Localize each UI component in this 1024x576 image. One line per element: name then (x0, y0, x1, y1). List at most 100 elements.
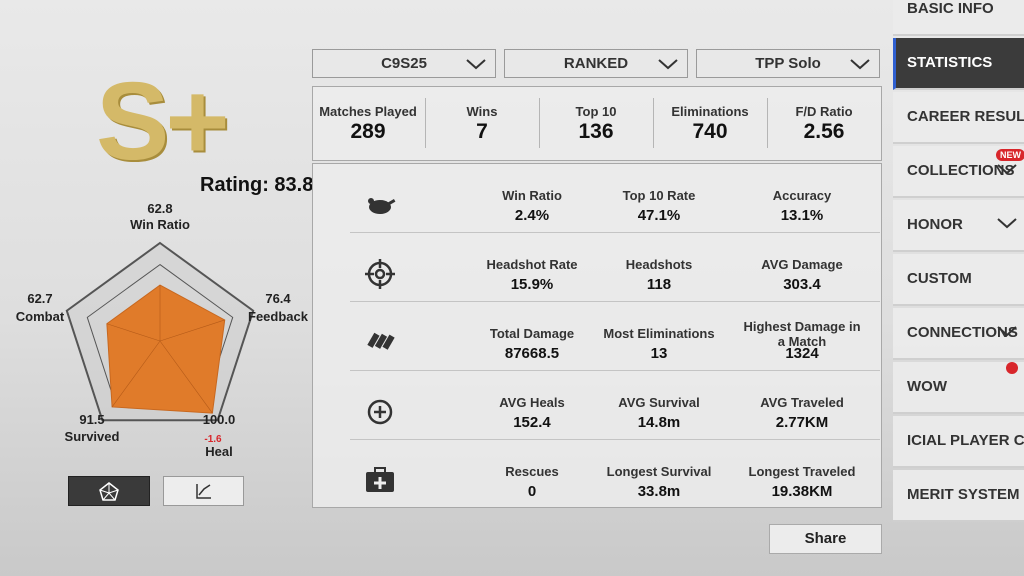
menu-item[interactable]: CONNECTIONS (893, 308, 1024, 360)
menu-item[interactable]: BASIC INFO (893, 0, 1024, 36)
stat-label: AVG Damage (761, 257, 843, 272)
stat-label: Most Eliminations (603, 326, 715, 341)
radar-label: Heal (205, 444, 232, 459)
chevron (997, 326, 1017, 337)
stat-label: Headshots (625, 257, 693, 272)
summary-value: 136 (578, 120, 614, 143)
summary-value: 740 (692, 120, 728, 143)
trend-icon (196, 484, 211, 499)
stats-panel (312, 163, 882, 508)
stat-value: 87668.5 (504, 345, 560, 362)
stat-value: 47.1% (637, 207, 681, 224)
rating: Rating: 83.8 (200, 174, 314, 196)
menu-item[interactable]: CUSTOM (893, 254, 1024, 306)
radar-value: 91.5 (79, 412, 104, 427)
divider (767, 98, 768, 148)
divider (653, 98, 654, 148)
summary-value: 289 (350, 120, 386, 143)
row-divider (350, 439, 880, 440)
radar-spoke (159, 340, 213, 414)
stat-label: Accuracy (772, 188, 832, 203)
radar-value: 62.7 (27, 291, 52, 306)
new-badge: NEW (996, 149, 1024, 161)
summary-label: F/D Ratio (795, 104, 853, 119)
stat-label: Highest Damage in a Match (743, 319, 861, 349)
radar-view-button[interactable] (68, 476, 150, 506)
chevron-wrap (996, 146, 1018, 196)
radar-value: 100.0 (203, 412, 236, 427)
chevron-wrap (996, 308, 1018, 358)
row-divider (350, 232, 880, 233)
stat-value: 13 (650, 345, 668, 362)
stat-value: 14.8m (637, 414, 681, 431)
stat-label: Longest Traveled (748, 464, 856, 479)
stat-icons (365, 198, 396, 492)
stat-value: 2.4% (514, 207, 550, 224)
stat-value: 13.1% (780, 207, 824, 224)
stat-label: Rescues (505, 464, 559, 479)
chevron (850, 59, 870, 70)
summary-label: Matches Played (319, 104, 417, 119)
stat-value: 303.4 (783, 276, 821, 293)
filter-dropdown[interactable]: TPP Solo (696, 49, 880, 78)
menu-item[interactable]: ICIAL PLAYER CARD (893, 416, 1024, 468)
stat-value: 33.8m (637, 483, 681, 500)
chevron (658, 59, 678, 70)
stat-value: 2.77KM (775, 414, 829, 431)
filter-dropdown[interactable]: C9S25 (312, 49, 496, 78)
summary-label: Eliminations (671, 104, 749, 119)
radar-label: Win Ratio (130, 217, 190, 232)
menu-item[interactable]: HONOR (893, 200, 1024, 252)
trend-view-button[interactable] (163, 476, 244, 506)
stat-value: 1324 (785, 345, 819, 362)
stat-label: Total Damage (489, 326, 575, 341)
stat-value: 19.38KM (771, 483, 833, 500)
stat-value: 0 (527, 483, 537, 500)
stat-label: Headshot Rate (486, 257, 578, 272)
filter-label: RANKED (563, 55, 629, 72)
menu-item[interactable]: WOW (893, 362, 1024, 414)
radar-label: Feedback (248, 309, 309, 324)
radar-label: Combat (16, 309, 65, 324)
stat-label: Win Ratio (502, 188, 562, 203)
row-divider (350, 301, 880, 302)
stat-label: AVG Heals (499, 395, 565, 410)
summary-value: 2.56 (803, 120, 845, 143)
stat-value: 152.4 (513, 414, 551, 431)
share-button[interactable]: Share (769, 524, 882, 554)
radar-spoke (159, 319, 225, 342)
chevron (997, 164, 1017, 175)
chevron (466, 59, 486, 70)
pentagon-icon (99, 482, 119, 501)
stat-label: Longest Survival (606, 464, 712, 479)
stat-label: AVG Survival (618, 395, 700, 410)
summary-value: 7 (476, 120, 488, 143)
summary-label: Wins (466, 104, 498, 119)
rank-badge: S+ (96, 60, 230, 183)
divider (425, 98, 426, 148)
summary-panel (312, 86, 882, 161)
chevron-wrap (996, 200, 1018, 250)
radar-label: Survived (65, 429, 120, 444)
menu-item[interactable]: MERIT SYSTEM (893, 470, 1024, 522)
menu-item[interactable]: CAREER RESULTS (893, 92, 1024, 144)
filter-label: C9S25 (381, 55, 427, 72)
chevron (997, 218, 1017, 229)
radar-value: 76.4 (265, 291, 291, 306)
radar-spoke (111, 340, 161, 408)
stat-value: 118 (646, 276, 672, 293)
notice-dot (1006, 362, 1018, 374)
summary-label: Top 10 (575, 104, 617, 119)
filter-label: TPP Solo (755, 55, 821, 72)
radar-spoke (106, 323, 161, 342)
stat-label: Top 10 Rate (622, 188, 696, 203)
filter-dropdown[interactable]: RANKED (504, 49, 688, 78)
row-divider (350, 370, 880, 371)
menu-item[interactable]: STATISTICS (893, 38, 1024, 90)
radar-value: 62.8 (147, 201, 172, 216)
stat-label: AVG Traveled (760, 395, 844, 410)
stat-value: 15.9% (510, 276, 554, 293)
divider (539, 98, 540, 148)
